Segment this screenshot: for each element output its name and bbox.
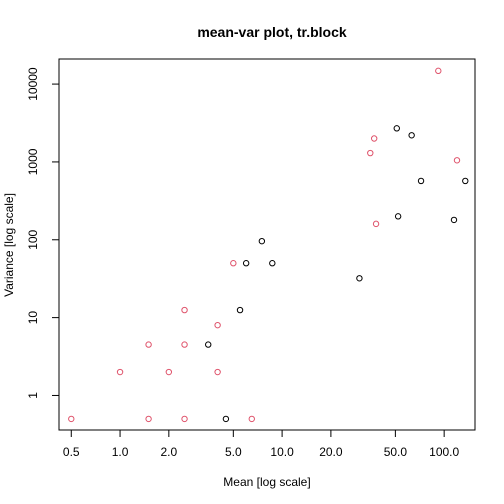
- y-tick-label: 100: [26, 229, 40, 249]
- y-tick-label: 1: [26, 392, 40, 399]
- data-point: [462, 177, 469, 185]
- data-point: [417, 177, 425, 185]
- data-point: [258, 237, 266, 245]
- data-point: [165, 368, 173, 376]
- data-point: [453, 157, 461, 164]
- data-point: [248, 415, 255, 423]
- x-tick-label: 5.0: [225, 445, 242, 459]
- data-point: [222, 415, 230, 423]
- x-tick-label: 1.0: [112, 445, 129, 459]
- data-point: [356, 275, 363, 282]
- x-tick-label: 50.0: [384, 445, 408, 459]
- data-point: [372, 220, 380, 228]
- data-point: [450, 216, 458, 224]
- y-tick-label: 10000: [26, 67, 40, 101]
- y-tick-label: 10: [26, 311, 40, 325]
- x-tick-label: 100.0: [429, 445, 459, 459]
- data-point: [68, 415, 75, 423]
- data-point: [236, 306, 244, 314]
- x-axis-label: Mean [log scale]: [223, 475, 310, 489]
- y-tick-label: 1000: [26, 148, 40, 175]
- data-point: [435, 67, 442, 75]
- data-point: [394, 213, 402, 220]
- data-point: [214, 368, 221, 376]
- data-point: [181, 415, 188, 423]
- data-point: [367, 149, 374, 157]
- data-point: [242, 260, 250, 267]
- x-axis: 0.5 1.0 2.0 5.0 10.0 20.0 50.0 100.0: [63, 429, 459, 459]
- data-point: [145, 415, 152, 423]
- data-point: [181, 341, 188, 348]
- x-tick-label: 2.0: [160, 445, 177, 459]
- data-point: [181, 306, 188, 314]
- data-points: [68, 67, 469, 423]
- data-point: [393, 125, 400, 132]
- data-point: [370, 135, 378, 142]
- data-point: [116, 368, 124, 376]
- x-tick-label: 20.0: [319, 445, 343, 459]
- x-tick-label: 0.5: [63, 445, 80, 459]
- y-axis-label: Variance [log scale]: [2, 193, 16, 297]
- y-axis: 1 10 100 1000 10000: [26, 67, 60, 399]
- x-tick-label: 10.0: [270, 445, 294, 459]
- data-point: [205, 341, 212, 348]
- data-point: [269, 260, 276, 267]
- chart-title: mean-var plot, tr.block: [197, 24, 347, 40]
- data-point: [408, 132, 415, 139]
- data-point: [214, 321, 221, 329]
- data-point: [145, 341, 152, 348]
- data-point: [230, 260, 237, 267]
